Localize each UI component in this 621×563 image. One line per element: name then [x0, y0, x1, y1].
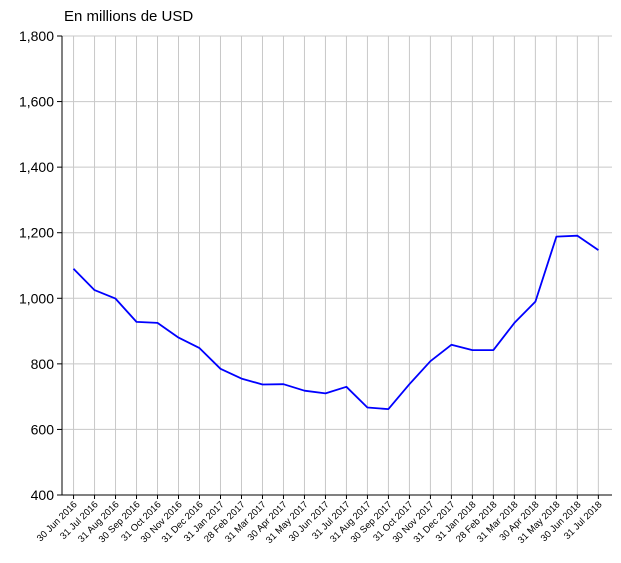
y-tick-label: 1,400: [19, 159, 54, 175]
y-tick-label: 1,000: [19, 290, 54, 306]
y-tick-label: 1,200: [19, 225, 54, 241]
y-unit-label: En millions de USD: [64, 8, 194, 25]
series-line: [72, 234, 599, 411]
y-tick-label: 400: [31, 487, 55, 503]
y-tick-label: 800: [31, 356, 55, 372]
y-tick-label: 1,800: [19, 28, 54, 44]
y-tick-label: 1,600: [19, 94, 54, 110]
y-tick-label: 600: [31, 421, 55, 437]
